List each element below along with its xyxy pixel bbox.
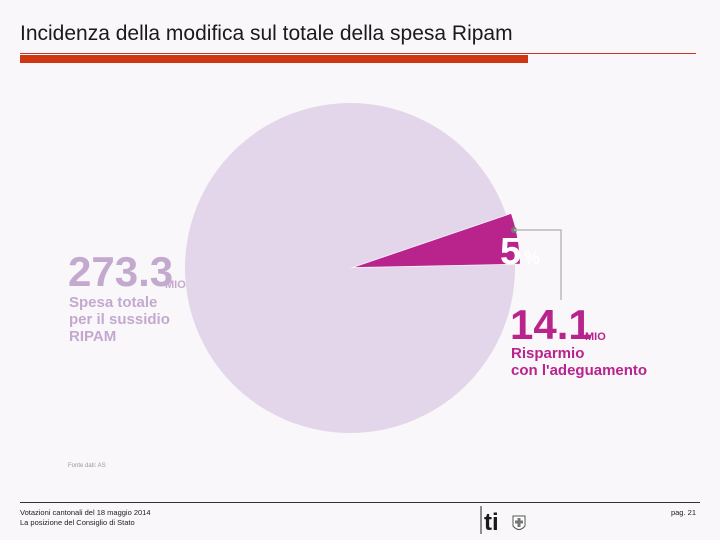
- page-title: Incidenza della modifica sul totale dell…: [20, 22, 513, 45]
- page-number: pag. 21: [670, 508, 696, 517]
- saving-label-line1: Risparmio: [511, 345, 584, 362]
- footer-rule: [20, 502, 700, 503]
- footer-line1: Votazioni cantonali del 18 maggio 2014: [20, 508, 151, 517]
- footer-text: Votazioni cantonali del 18 maggio 2014 L…: [20, 508, 151, 528]
- title-underline-thin: [20, 53, 696, 54]
- title-underline-accent: [20, 55, 528, 63]
- total-label-line3: RIPAM: [69, 328, 116, 345]
- percent-sign: %: [524, 248, 540, 268]
- total-unit: MIO: [165, 279, 186, 291]
- saving-unit: MIO: [585, 331, 606, 343]
- ticino-logo: ti: [480, 506, 526, 534]
- saving-value: 14.1: [510, 301, 592, 348]
- total-label-line2: per il sussidio: [69, 311, 170, 328]
- pie-slice-saving: [354, 213, 520, 268]
- footer-line2: La posizione del Consiglio di Stato: [20, 518, 135, 527]
- callout-line: [514, 229, 562, 300]
- swiss-shield-icon: [512, 515, 526, 530]
- percent-number: 5: [500, 231, 521, 273]
- logo-text: ti: [484, 509, 499, 534]
- saving-label-line2: con l'adeguamento: [511, 362, 647, 379]
- source-note: Fonte dati: AS: [68, 463, 106, 469]
- total-label-line1: Spesa totale: [69, 294, 157, 311]
- total-value: 273.3: [68, 248, 173, 295]
- pie-slice-total: [185, 103, 515, 434]
